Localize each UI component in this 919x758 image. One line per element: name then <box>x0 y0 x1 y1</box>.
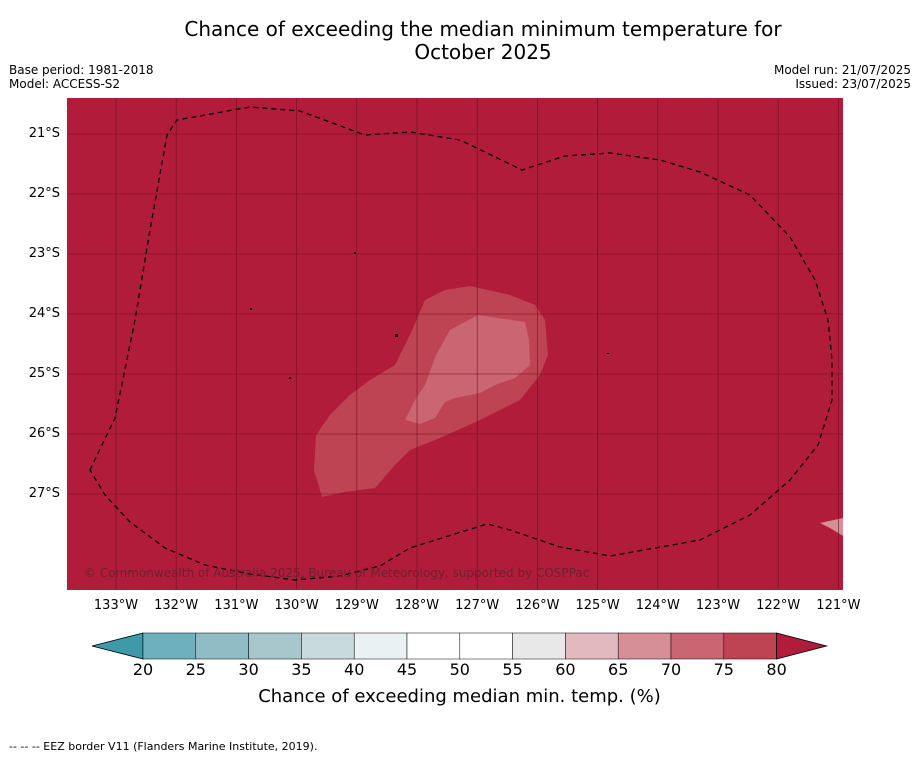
latitude-label: 22°S <box>28 186 60 201</box>
colorbar-segment <box>459 632 513 660</box>
colorbar-segment <box>670 632 725 660</box>
model-run-date: Model run: 21/07/2025 <box>773 63 911 77</box>
colorbar-segment <box>195 632 249 660</box>
latitude-label: 23°S <box>28 246 60 261</box>
colorbar-segment <box>353 632 408 660</box>
colorbar-segment <box>142 632 197 660</box>
footer-legend: -- -- -- EEZ border V11 (Flanders Marine… <box>9 740 318 753</box>
map-title-line1: Chance of exceeding the median minimum t… <box>184 17 782 41</box>
colorbar-label: Chance of exceeding median min. temp. (%… <box>258 686 661 707</box>
longitude-label: 124°W <box>635 598 680 613</box>
map-title-line2: October 2025 <box>414 40 552 64</box>
colorbar-segment <box>565 632 619 660</box>
longitude-label: 133°W <box>93 598 139 613</box>
colorbar-tick-label: 60 <box>555 660 576 679</box>
colorbar-tick-label: 25 <box>185 660 206 679</box>
longitude-label: 127°W <box>455 598 500 613</box>
latitude-label: 27°S <box>28 486 60 501</box>
colorbar-tick-label: 70 <box>660 660 682 679</box>
colorbar-tick-label: 75 <box>713 660 734 679</box>
latitude-label: 21°S <box>28 126 60 141</box>
colorbar-tick-label: 65 <box>608 660 629 679</box>
longitude-label: 132°W <box>154 598 199 613</box>
longitude-label: 125°W <box>575 598 620 613</box>
latitude-label: 25°S <box>28 366 60 381</box>
colorbar-low-arrow <box>91 632 144 660</box>
base-period: Base period: 1981-2018 <box>9 63 154 77</box>
eez-border <box>89 106 833 581</box>
longitude-label: 122°W <box>756 598 801 613</box>
probability-band-65-70 <box>405 315 530 424</box>
colorbar-segment <box>723 632 777 660</box>
colorbar-segment <box>301 632 355 660</box>
colorbar-segment <box>512 632 566 660</box>
map-title: Chance of exceeding the median minimum t… <box>0 18 919 64</box>
map-area <box>67 98 843 590</box>
model-name: Model: ACCESS-S2 <box>9 77 121 91</box>
longitude-label: 131°W <box>214 598 259 613</box>
colorbar-tick-label: 40 <box>344 660 365 679</box>
graticule <box>67 98 843 590</box>
colorbar-segment <box>406 632 461 660</box>
longitude-label: 126°W <box>515 598 560 613</box>
longitude-label: 128°W <box>394 598 440 613</box>
latitude-label: 26°S <box>28 426 60 441</box>
meta-right: Model run: 21/07/2025 Issued: 23/07/2025 <box>774 63 911 91</box>
colorbar <box>91 632 829 660</box>
colorbar-tick-label: 55 <box>502 660 523 679</box>
longitude-label: 130°W <box>274 598 319 613</box>
probability-band-60-65 <box>820 518 843 536</box>
colorbar-tick-label: 35 <box>291 660 312 679</box>
island-markers <box>250 252 609 379</box>
colorbar-segment <box>617 632 672 660</box>
colorbar-tick-label: 30 <box>238 660 259 679</box>
issued-date: Issued: 23/07/2025 <box>795 77 911 91</box>
longitude-label: 121°W <box>816 598 861 613</box>
longitude-label: 129°W <box>334 598 379 613</box>
meta-left: Base period: 1981-2018 Model: ACCESS-S2 <box>9 63 154 91</box>
colorbar-tick-label: 80 <box>766 660 787 679</box>
longitude-label: 123°W <box>695 598 741 613</box>
colorbar-tick-label: 50 <box>449 660 470 679</box>
colorbar-tick-label: 45 <box>396 660 418 679</box>
colorbar-high-arrow <box>776 632 829 660</box>
colorbar-segment <box>248 632 302 660</box>
latitude-label: 24°S <box>28 306 60 321</box>
copyright-text: © Commonwealth of Australia 2025, Bureau… <box>84 566 590 580</box>
colorbar-tick-label: 20 <box>132 660 154 679</box>
